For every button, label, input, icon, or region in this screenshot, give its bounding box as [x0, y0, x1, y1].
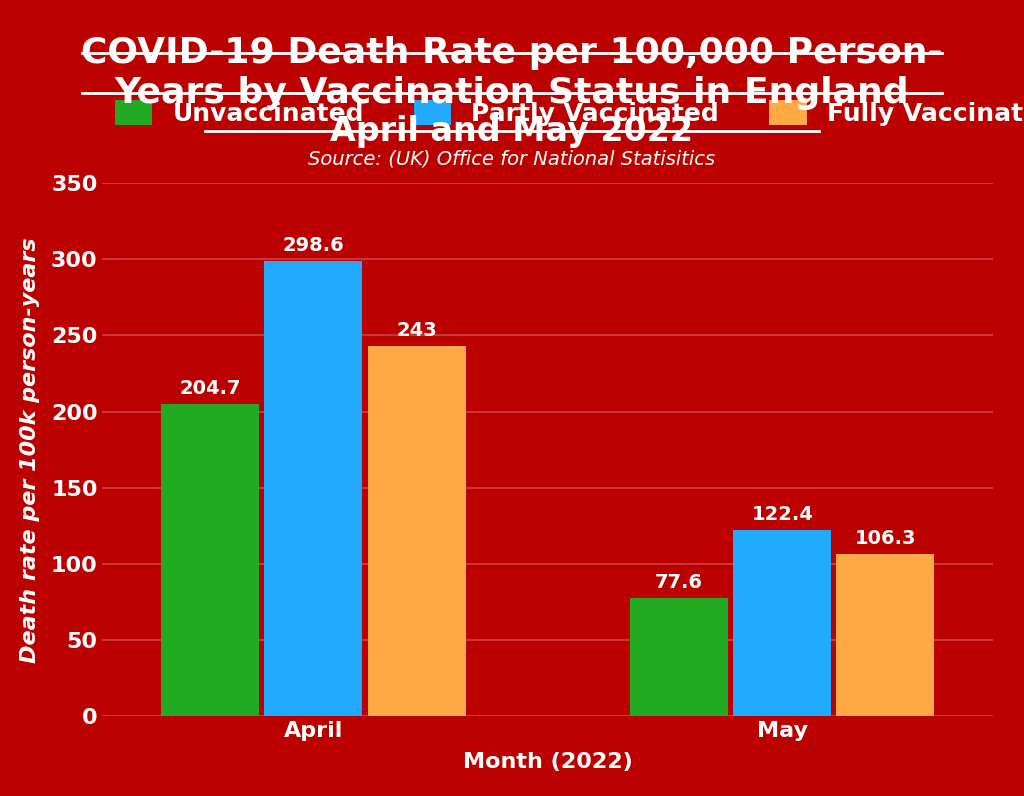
Bar: [733, 530, 831, 716]
Legend: Unvaccinated, Partly Vaccinated, Fully Vaccinated: Unvaccinated, Partly Vaccinated, Fully V…: [115, 100, 1024, 126]
Y-axis label: Death rate per 100k person-years: Death rate per 100k person-years: [19, 237, 40, 662]
Bar: [264, 261, 362, 716]
Text: Years by Vaccination Status in England: Years by Vaccination Status in England: [115, 76, 909, 110]
Text: Source: (UK) Office for National Statisitics: Source: (UK) Office for National Statisi…: [308, 150, 716, 169]
Bar: [368, 346, 466, 716]
Text: 106.3: 106.3: [855, 529, 916, 548]
X-axis label: Month (2022): Month (2022): [463, 752, 633, 772]
Text: 243: 243: [396, 321, 437, 340]
Text: 204.7: 204.7: [179, 380, 241, 398]
Text: April and May 2022: April and May 2022: [331, 115, 693, 148]
Text: 122.4: 122.4: [752, 505, 813, 524]
Bar: [837, 555, 935, 716]
Text: COVID-19 Death Rate per 100,000 Person-: COVID-19 Death Rate per 100,000 Person-: [81, 36, 943, 70]
Text: 77.6: 77.6: [655, 573, 703, 592]
Bar: [630, 598, 728, 716]
Bar: [161, 404, 259, 716]
Text: 298.6: 298.6: [283, 236, 344, 256]
